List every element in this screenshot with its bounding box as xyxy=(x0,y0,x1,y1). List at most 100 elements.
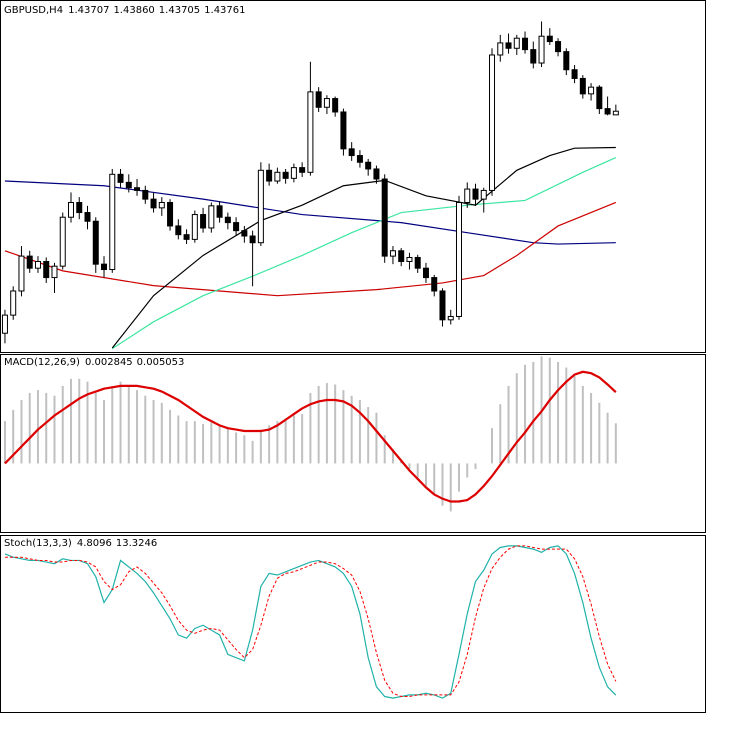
candle-body xyxy=(505,42,512,49)
macd-bar xyxy=(69,378,72,464)
macd-bar xyxy=(251,440,254,464)
candle-body xyxy=(266,169,273,182)
macd-bar xyxy=(259,429,262,464)
macd-bar xyxy=(507,385,510,464)
candle-body xyxy=(546,35,553,43)
macd-bar xyxy=(367,407,370,464)
macd-bar xyxy=(325,383,328,464)
macd-bar xyxy=(457,463,460,492)
candle-body xyxy=(612,110,619,116)
indicator-line xyxy=(4,201,617,297)
macd-bar xyxy=(350,395,353,464)
macd-bar xyxy=(573,376,576,464)
macd-bar xyxy=(466,463,469,478)
macd-bar xyxy=(557,361,560,464)
close-value: 1.43761 xyxy=(204,5,245,16)
macd-bar xyxy=(94,392,97,464)
candle-body xyxy=(76,201,83,214)
candle-body xyxy=(84,212,91,222)
candle-body xyxy=(241,230,248,237)
candle-body xyxy=(431,277,438,292)
macd-bar xyxy=(548,357,551,464)
candle-body xyxy=(604,108,611,115)
macd-bar xyxy=(581,385,584,464)
macd-bar xyxy=(45,392,48,464)
macd-bar xyxy=(119,381,122,464)
candle-body xyxy=(472,188,479,200)
indicator-line xyxy=(4,545,617,698)
indicator-line xyxy=(4,545,617,699)
candle-body xyxy=(101,263,108,271)
candle-body xyxy=(208,205,215,229)
candle-body xyxy=(373,168,380,180)
macd-bar xyxy=(20,399,23,464)
macd-bar xyxy=(375,412,378,464)
macd-bar xyxy=(210,422,213,464)
macd-bar xyxy=(391,449,394,464)
macd-bar xyxy=(499,404,502,464)
macd-bar xyxy=(36,390,39,464)
candle-body xyxy=(216,205,223,218)
macd-bar xyxy=(144,395,147,464)
candle-body xyxy=(464,188,471,203)
macd-bar xyxy=(103,399,106,464)
candle-body xyxy=(59,216,66,267)
macd-bar xyxy=(408,463,411,470)
candle-body xyxy=(398,250,405,262)
candle-body xyxy=(447,315,454,321)
macd-bar xyxy=(590,392,593,464)
macd-bar xyxy=(532,361,535,464)
candle-body xyxy=(109,173,116,271)
macd-bar xyxy=(127,385,130,464)
price-panel-frame xyxy=(0,0,706,353)
candle-body xyxy=(51,265,58,279)
macd-bar xyxy=(226,428,229,464)
candle-body xyxy=(538,35,545,64)
macd-bar xyxy=(598,402,601,464)
candle-body xyxy=(332,98,339,113)
candle-body xyxy=(315,91,322,108)
macd-bar xyxy=(491,428,494,464)
macd-bar xyxy=(185,421,188,464)
macd-bar xyxy=(606,412,609,464)
candle-body xyxy=(340,111,347,150)
macd-bar xyxy=(218,425,221,464)
candle-body xyxy=(455,201,462,317)
stoch-panel-frame xyxy=(0,535,706,713)
macd-bar xyxy=(565,367,568,464)
candle-body xyxy=(67,201,74,218)
candle-body xyxy=(117,173,124,183)
stoch-signal-value: 13.3246 xyxy=(116,538,157,549)
macd-bar xyxy=(243,435,246,464)
candle-body xyxy=(249,235,256,244)
candle-body xyxy=(389,250,396,257)
symbol-title: GBPUSD,H4 xyxy=(4,5,63,16)
candle-body xyxy=(43,260,50,279)
candle-body xyxy=(191,214,198,240)
candle-body xyxy=(200,214,207,229)
candle-body xyxy=(257,169,264,244)
low-value: 1.43705 xyxy=(159,5,200,16)
macd-bar xyxy=(614,423,617,464)
marks-layer xyxy=(1,21,619,699)
candle-body xyxy=(348,148,355,157)
macd-bar xyxy=(193,421,196,464)
candle-body xyxy=(290,167,297,179)
candle-body xyxy=(323,98,330,108)
candle-body xyxy=(381,178,388,257)
candle-body xyxy=(513,37,520,49)
high-value: 1.43860 xyxy=(113,5,154,16)
candle-body xyxy=(26,255,33,269)
macd-bar xyxy=(292,415,295,464)
candle-body xyxy=(414,256,421,269)
candle-body xyxy=(588,86,595,95)
macd-bar xyxy=(235,432,238,464)
macd-panel-frame xyxy=(0,354,706,533)
macd-bar xyxy=(152,399,155,464)
candle-body xyxy=(480,189,487,200)
macd-bar xyxy=(276,421,279,464)
macd-bar xyxy=(28,392,31,464)
macd-bar xyxy=(169,409,172,464)
candle-body xyxy=(233,222,240,232)
